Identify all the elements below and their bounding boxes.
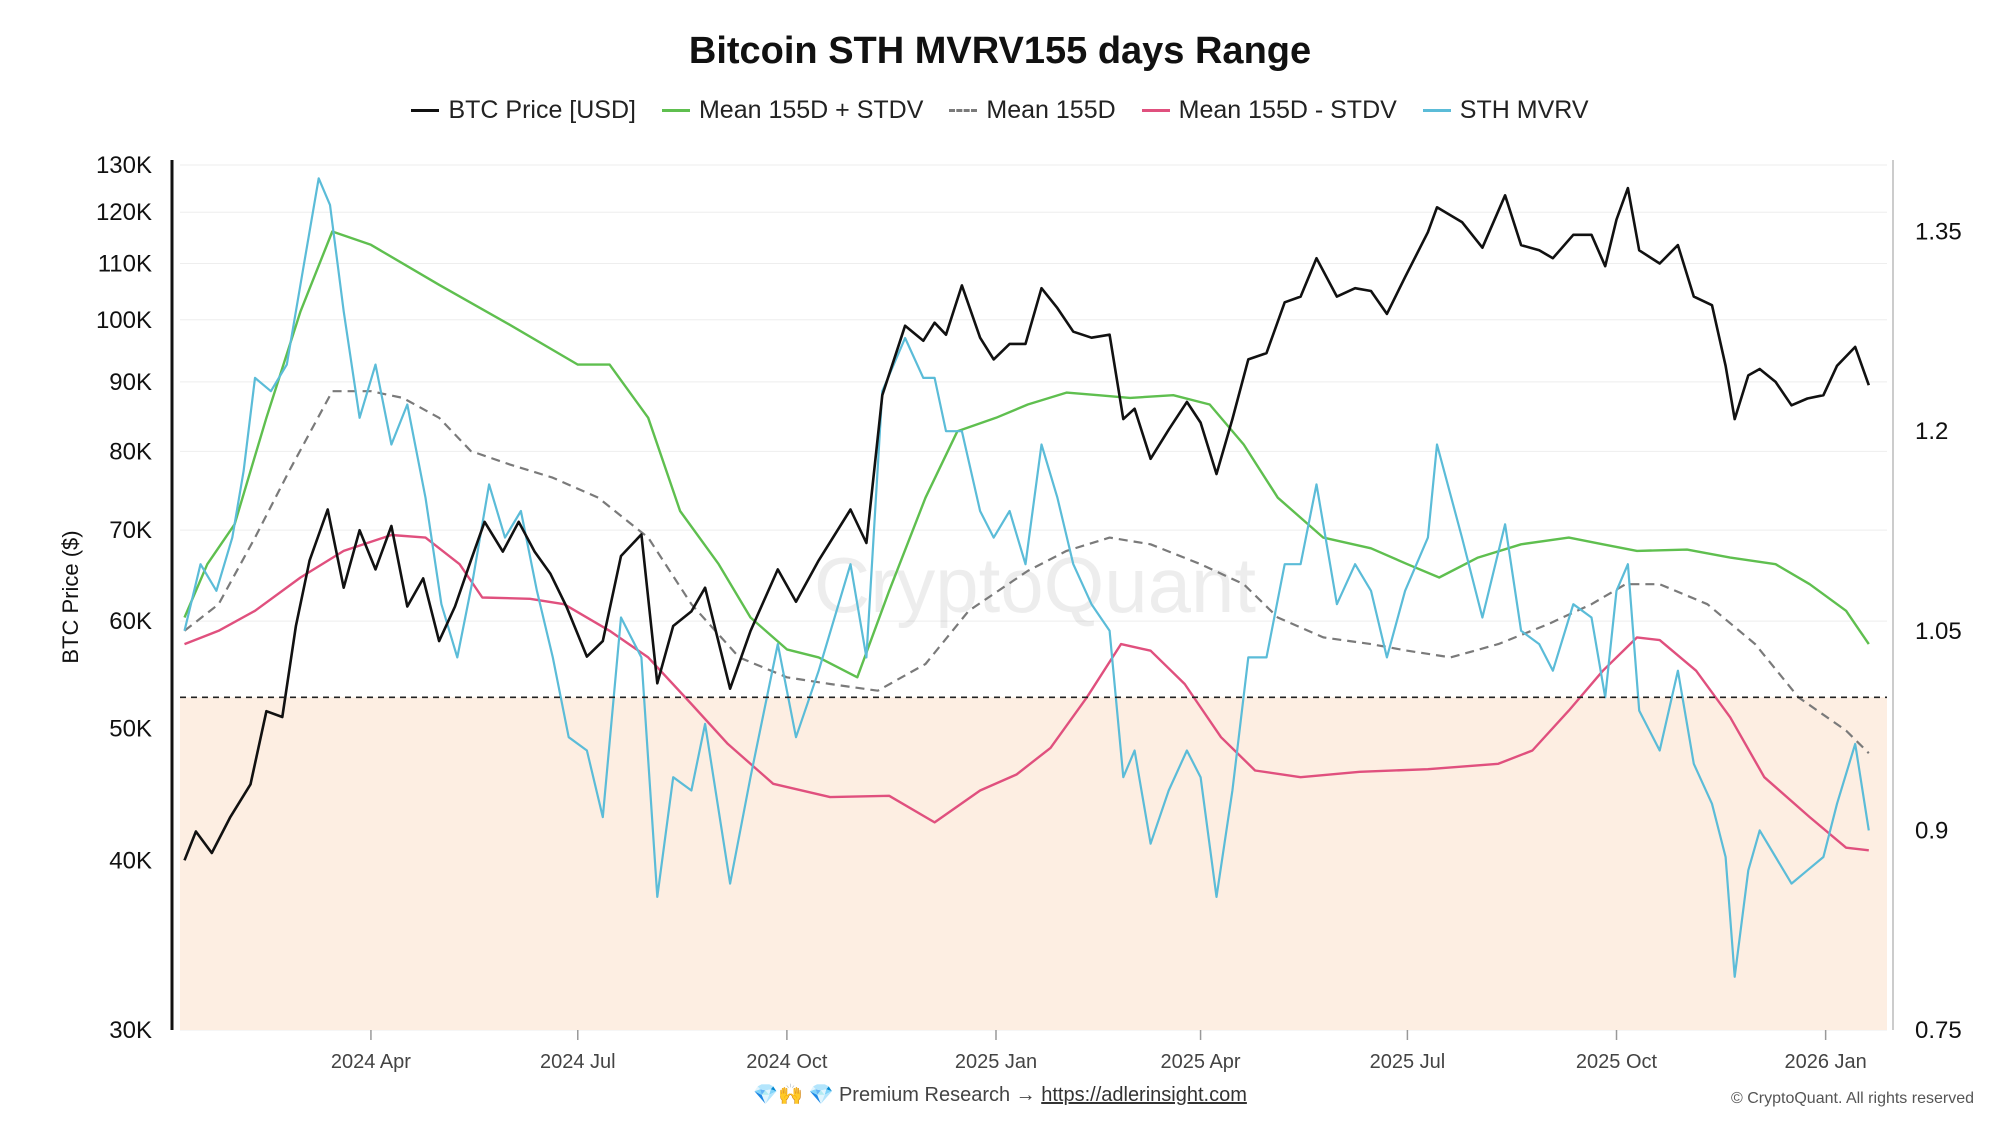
mean-minus-stdv-line <box>184 533 1869 852</box>
chart-title: Bitcoin STH MVRV155 days Range <box>688 30 1312 72</box>
x-tick-label: 2024 Oct <box>746 1051 828 1073</box>
mean-line <box>183 390 1870 754</box>
x-tick-label: 2025 Jul <box>1370 1051 1446 1073</box>
legend-swatch-mean <box>949 109 978 112</box>
footer: 💎🙌 💎 Premium Research → https://adlerins… <box>0 1082 2000 1107</box>
y-tick-label: 130K <box>96 152 152 179</box>
x-tick-label: 2024 Jul <box>540 1051 616 1073</box>
watermark: CryptoQuant <box>814 541 1257 629</box>
legend-label-sth-mvrv: STH MVRV <box>1459 96 1589 124</box>
legend-item-btc-price[interactable]: BTC Price [USD] <box>411 96 636 125</box>
legend-item-mean-minus-stdv[interactable]: Mean 155D - STDV <box>1141 96 1397 125</box>
y-tick-label: 90K <box>109 369 152 396</box>
legend-label-mean-plus-stdv: Mean 155D + STDV <box>698 96 924 124</box>
legend-item-sth-mvrv[interactable]: STH MVRV <box>1422 96 1589 125</box>
y-tick-label: 50K <box>109 716 152 743</box>
undervalued-zone <box>180 697 1887 1030</box>
y2-tick-label: 1.35 <box>1915 219 1962 246</box>
series-layer <box>183 177 1871 978</box>
x-tick-label: 2024 Apr <box>331 1051 411 1073</box>
y2-tick-label: 1.05 <box>1915 618 1962 645</box>
legend-swatch-sth-mvrv <box>1422 109 1451 112</box>
btc-price-line <box>183 186 1871 861</box>
legend-swatch-mean-plus-stdv <box>661 109 690 112</box>
y-tick-label: 120K <box>96 199 152 226</box>
right-axis-ticks: 0.75 0.9 1.05 1.2 1.35 <box>1915 219 1962 1044</box>
y-tick-label: 30K <box>109 1017 152 1044</box>
y-tick-label: 100K <box>96 307 152 334</box>
y-tick-label: 80K <box>109 438 152 465</box>
legend-item-mean-plus-stdv[interactable]: Mean 155D + STDV <box>661 96 924 125</box>
sth-mvrv-line <box>183 177 1870 978</box>
footer-text: Premium Research → <box>838 1084 1036 1106</box>
y2-tick-label: 0.75 <box>1915 1017 1962 1044</box>
x-axis-ticks: 2024 Apr 2024 Jul 2024 Oct 2025 Jan 2025 Apr… <box>331 1030 1867 1073</box>
legend: BTC Price [USD] Mean 155D + STDV Mean 15… <box>0 96 2000 125</box>
legend-swatch-mean-minus-stdv <box>1141 109 1170 112</box>
legend-label-mean-minus-stdv: Mean 155D - STDV <box>1178 96 1397 124</box>
legend-label-btc-price: BTC Price [USD] <box>448 96 636 124</box>
x-tick-label: 2025 Jan <box>955 1051 1037 1073</box>
y-tick-label: 40K <box>109 847 152 874</box>
left-axis-ticks: 30K 40K 50K 60K 70K 80K 90K 100K 110K 120K 130K <box>96 152 152 1044</box>
x-tick-label: 2025 Apr <box>1161 1051 1241 1073</box>
copyright: © CryptoQuant. All rights reserved <box>1731 1090 1974 1107</box>
x-tick-label: 2025 Oct <box>1576 1051 1658 1073</box>
x-tick-label: 2026 Jan <box>1784 1051 1866 1073</box>
y-axis-label: BTC Price ($) <box>58 530 83 663</box>
footer-link[interactable]: https://adlerinsight.com <box>1041 1084 1247 1106</box>
legend-label-mean: Mean 155D <box>986 96 1116 124</box>
y2-tick-label: 1.2 <box>1915 418 1948 445</box>
footer-emoji: 💎🙌 💎 <box>753 1084 834 1106</box>
y-tick-label: 110K <box>98 251 152 278</box>
y-tick-label: 60K <box>109 608 152 635</box>
legend-item-mean[interactable]: Mean 155D <box>949 96 1116 125</box>
legend-swatch-btc-price <box>411 109 440 112</box>
mean-plus-stdv-line <box>183 230 1870 679</box>
y2-tick-label: 0.9 <box>1915 817 1948 844</box>
y-tick-label: 70K <box>109 517 152 544</box>
